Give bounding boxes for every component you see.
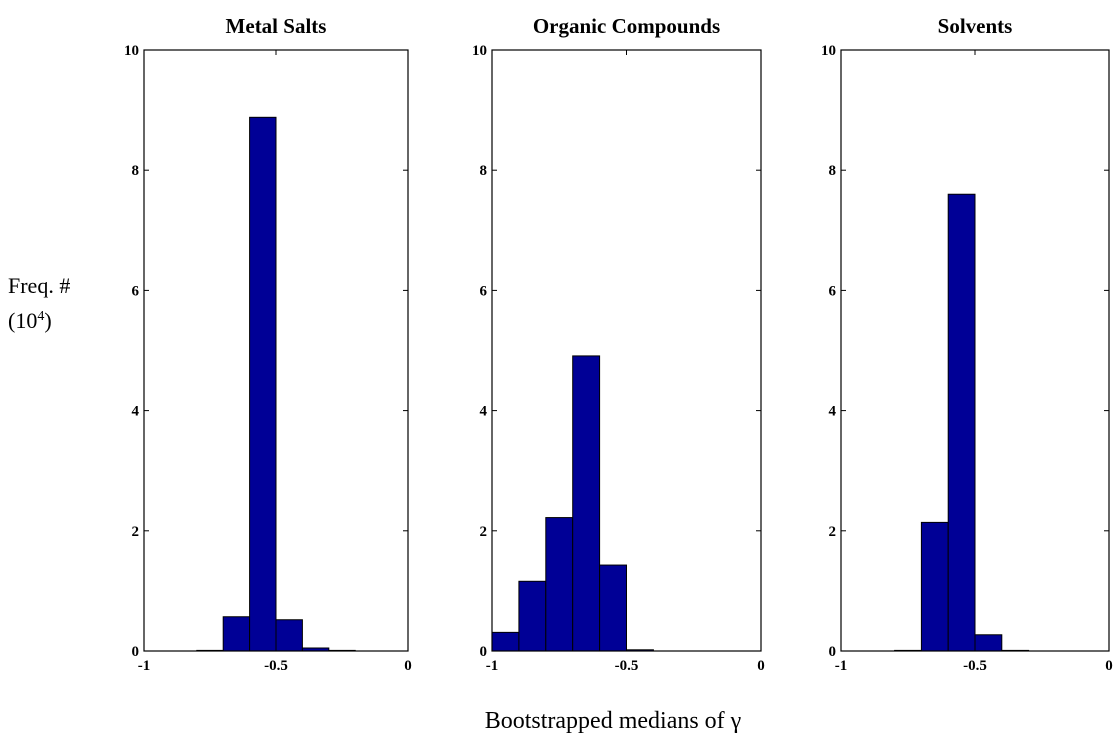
x-tick-label: -1 [486, 658, 499, 674]
y-tick-label: 6 [132, 283, 140, 299]
histogram-bar [572, 355, 601, 652]
histogram-bar [222, 616, 251, 652]
histogram-bar [545, 517, 574, 652]
histogram-panel: 0 2 4 6 8 10 -1 -0.5 0 Organic Compounds [472, 14, 765, 674]
y-axis-label-line2: (104) [8, 308, 52, 333]
x-tick-label: 0 [1105, 658, 1113, 674]
histogram-panel: 0 2 4 6 8 10 -1 -0.5 0 Solvents [821, 14, 1113, 674]
y-tick-label: 4 [829, 404, 837, 420]
x-tick-label: -1 [835, 658, 848, 674]
y-tick-label: 4 [132, 404, 140, 420]
y-tick-label: 2 [829, 524, 837, 540]
y-tick-label: 10 [472, 43, 487, 59]
panel-title: Metal Salts [226, 14, 327, 38]
histogram-bar [275, 619, 303, 652]
histogram-bar [249, 116, 277, 652]
histogram-bar [518, 580, 547, 652]
y-tick-label: 2 [132, 524, 140, 540]
x-axis-label: Bootstrapped medians of γ [485, 708, 742, 734]
histogram-panel: 0 2 4 6 8 10 -1 -0.5 0 Metal Salts [124, 14, 412, 674]
histogram-bar [599, 564, 627, 652]
x-tick-label: -0.5 [615, 658, 639, 674]
x-tick-label: 0 [404, 658, 412, 674]
y-axis-label-line1: Freq. # [8, 273, 70, 298]
y-tick-label: 4 [480, 404, 488, 420]
y-tick-label: 2 [480, 524, 488, 540]
y-tick-label: 0 [829, 644, 837, 660]
histogram-bar [947, 193, 976, 652]
histogram-bar [974, 634, 1003, 652]
x-tick-label: -0.5 [963, 658, 987, 674]
y-tick-label: 0 [480, 644, 488, 660]
panel-title: Solvents [938, 14, 1013, 38]
y-tick-label: 0 [132, 644, 140, 660]
y-tick-label: 10 [124, 43, 139, 59]
y-tick-label: 8 [480, 163, 488, 179]
y-tick-label: 6 [480, 283, 488, 299]
y-tick-label: 6 [829, 283, 837, 299]
x-tick-label: 0 [757, 658, 765, 674]
y-tick-label: 10 [821, 43, 836, 59]
panel-title: Organic Compounds [533, 14, 720, 38]
histogram-bar [920, 521, 949, 652]
axes-frame [491, 49, 762, 652]
y-tick-label: 8 [132, 163, 140, 179]
y-tick-label: 8 [829, 163, 837, 179]
x-tick-label: -0.5 [264, 658, 288, 674]
x-tick-label: -1 [138, 658, 151, 674]
histogram-bar [491, 631, 520, 652]
